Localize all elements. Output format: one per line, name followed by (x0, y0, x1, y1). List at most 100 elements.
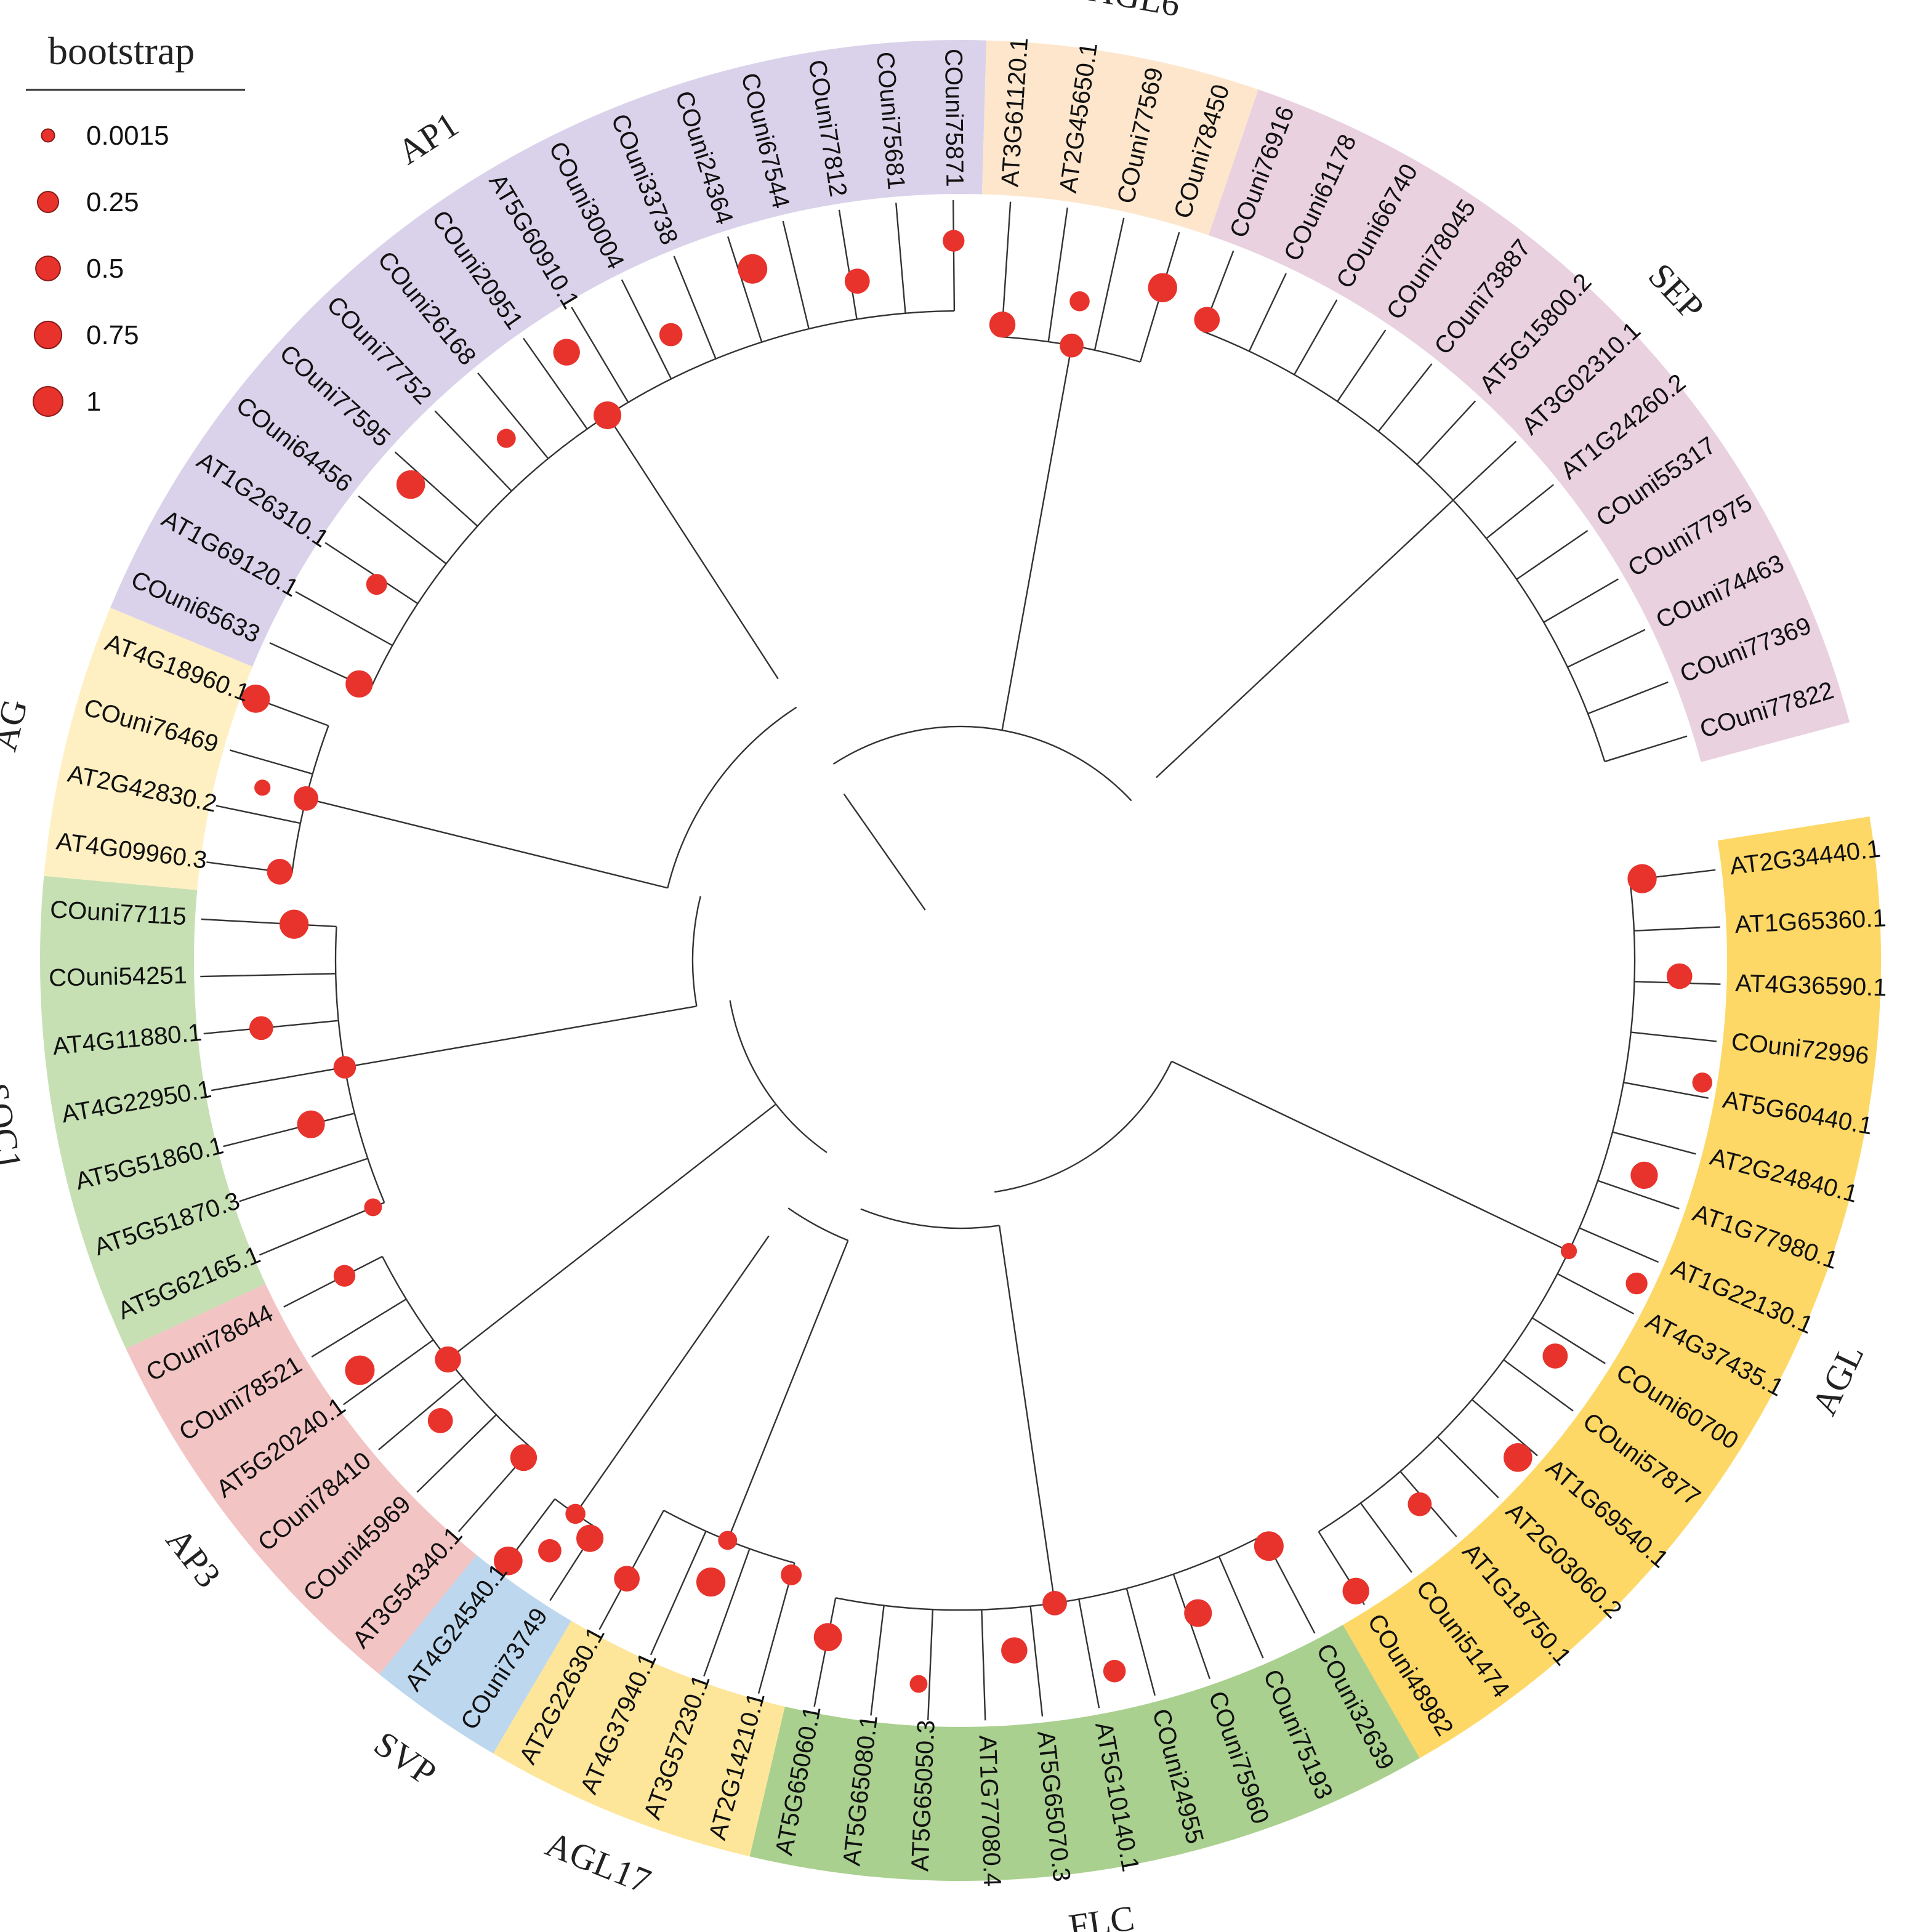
tree-branch (449, 500, 478, 527)
tree-branch (775, 1103, 828, 1153)
tree-branch (260, 1020, 339, 1029)
tree-branch (787, 1207, 848, 1241)
legend-label: 0.0015 (86, 121, 169, 151)
tree-branch (201, 918, 267, 924)
tree-branch (1293, 1593, 1316, 1634)
clade-label-svp: SVP (367, 1723, 443, 1793)
bootstrap-node (844, 268, 870, 294)
bootstrap-node (576, 1524, 604, 1552)
tree-branch (606, 414, 779, 680)
tree-branch (1471, 440, 1517, 484)
legend-swatch (33, 320, 63, 350)
tree-branch (1315, 299, 1338, 339)
tree-branch (994, 1061, 1172, 1193)
tree-branch (1337, 384, 1350, 402)
tree-branch (1078, 1599, 1089, 1648)
tree-branch (1472, 1399, 1488, 1414)
tree-branch (1398, 363, 1433, 406)
tree-branch (1634, 981, 1675, 984)
tree-branch (1093, 288, 1110, 350)
legend-swatch (41, 128, 55, 143)
clade-label-ap3: AP3 (158, 1520, 229, 1595)
tree-branch (1569, 578, 1619, 608)
tree-branch (1613, 1242, 1659, 1263)
tree-branch (1608, 629, 1646, 648)
clade-band-ap1 (110, 40, 986, 667)
tree-branch (1036, 1668, 1044, 1717)
bootstrap-node (1692, 1073, 1713, 1093)
bootstrap-node (333, 1265, 356, 1287)
tree-branch (757, 1642, 773, 1694)
leaf-label: AT5G65050.3 (906, 1720, 940, 1872)
tree-branch (716, 1548, 751, 1640)
tree-branch (1619, 1187, 1680, 1210)
tree-branch (398, 526, 447, 565)
tree-branch (1260, 273, 1287, 326)
tree-branch (1431, 1508, 1457, 1537)
tree-branch (1461, 1460, 1499, 1499)
tree-branch (929, 1609, 934, 1664)
clade-band-agl (1343, 816, 1882, 1758)
tree-branch (667, 706, 797, 888)
tree-branch (650, 1598, 677, 1656)
tree-branch (1633, 928, 1661, 932)
bootstrap-node (718, 1531, 738, 1550)
tree-branch (562, 393, 588, 430)
bootstrap-node (696, 1567, 726, 1597)
tree-branch (981, 1609, 984, 1650)
tree-branch (1001, 345, 1073, 731)
tree-branch (741, 282, 763, 342)
bootstrap-node (1408, 1492, 1432, 1516)
tree-branch (1218, 1556, 1237, 1596)
tree-branch (1348, 329, 1387, 386)
tree-branch (927, 1663, 932, 1720)
tree-branch (409, 1378, 464, 1425)
legend-label: 0.25 (86, 187, 139, 217)
tree-branch (259, 1239, 297, 1256)
tree-branch (457, 1479, 505, 1532)
tree-branch (1531, 1317, 1557, 1334)
bootstrap-node (345, 670, 373, 698)
tree-branch (1235, 1595, 1264, 1659)
bootstrap-node (510, 1444, 538, 1471)
tree-branch (1639, 735, 1688, 752)
bootstrap-node (1254, 1531, 1284, 1561)
tree-branch (1002, 729, 1132, 802)
tree-branch (1612, 1131, 1657, 1145)
clade-band-flc (749, 1624, 1420, 1882)
tree-branch (394, 1339, 434, 1369)
bootstrap-node (1560, 1242, 1577, 1260)
tree-branch (875, 1605, 885, 1674)
tree-branch (832, 725, 1002, 765)
bootstrap-node (279, 909, 309, 939)
tree-branch (1005, 201, 1012, 266)
bootstrap-node (254, 779, 271, 796)
tree-branch (574, 1235, 770, 1515)
tree-branch (523, 337, 563, 395)
legend-swatch (35, 256, 61, 281)
tree-branch (1207, 250, 1234, 318)
clade-band-agl6 (981, 40, 1259, 235)
tree-branch (1087, 1646, 1100, 1709)
clade-label-agl: AGL (1804, 1338, 1872, 1422)
tree-branch (1375, 1523, 1412, 1573)
tree-branch (1449, 400, 1476, 430)
tree-branch (1318, 1531, 1341, 1566)
tree-branches (200, 200, 1721, 1721)
tree-branch (638, 315, 672, 379)
tree-branch (982, 1649, 986, 1721)
tree-branch (895, 203, 901, 246)
bootstrap-node (1069, 291, 1090, 312)
bootstrap-node (943, 230, 965, 252)
bootstrap-node (364, 1198, 382, 1217)
legend-items: 0.0015 0.25 0.5 0.75 1 (33, 121, 169, 417)
bootstrap-node (909, 1675, 928, 1693)
bootstrap-node (1625, 1272, 1648, 1295)
tree-branch (324, 542, 380, 579)
tree-branch (287, 709, 329, 727)
tree-branch (416, 1453, 457, 1493)
bootstrap-node (1666, 963, 1693, 989)
tree-branch (1156, 499, 1454, 778)
tree-branch (269, 642, 321, 667)
